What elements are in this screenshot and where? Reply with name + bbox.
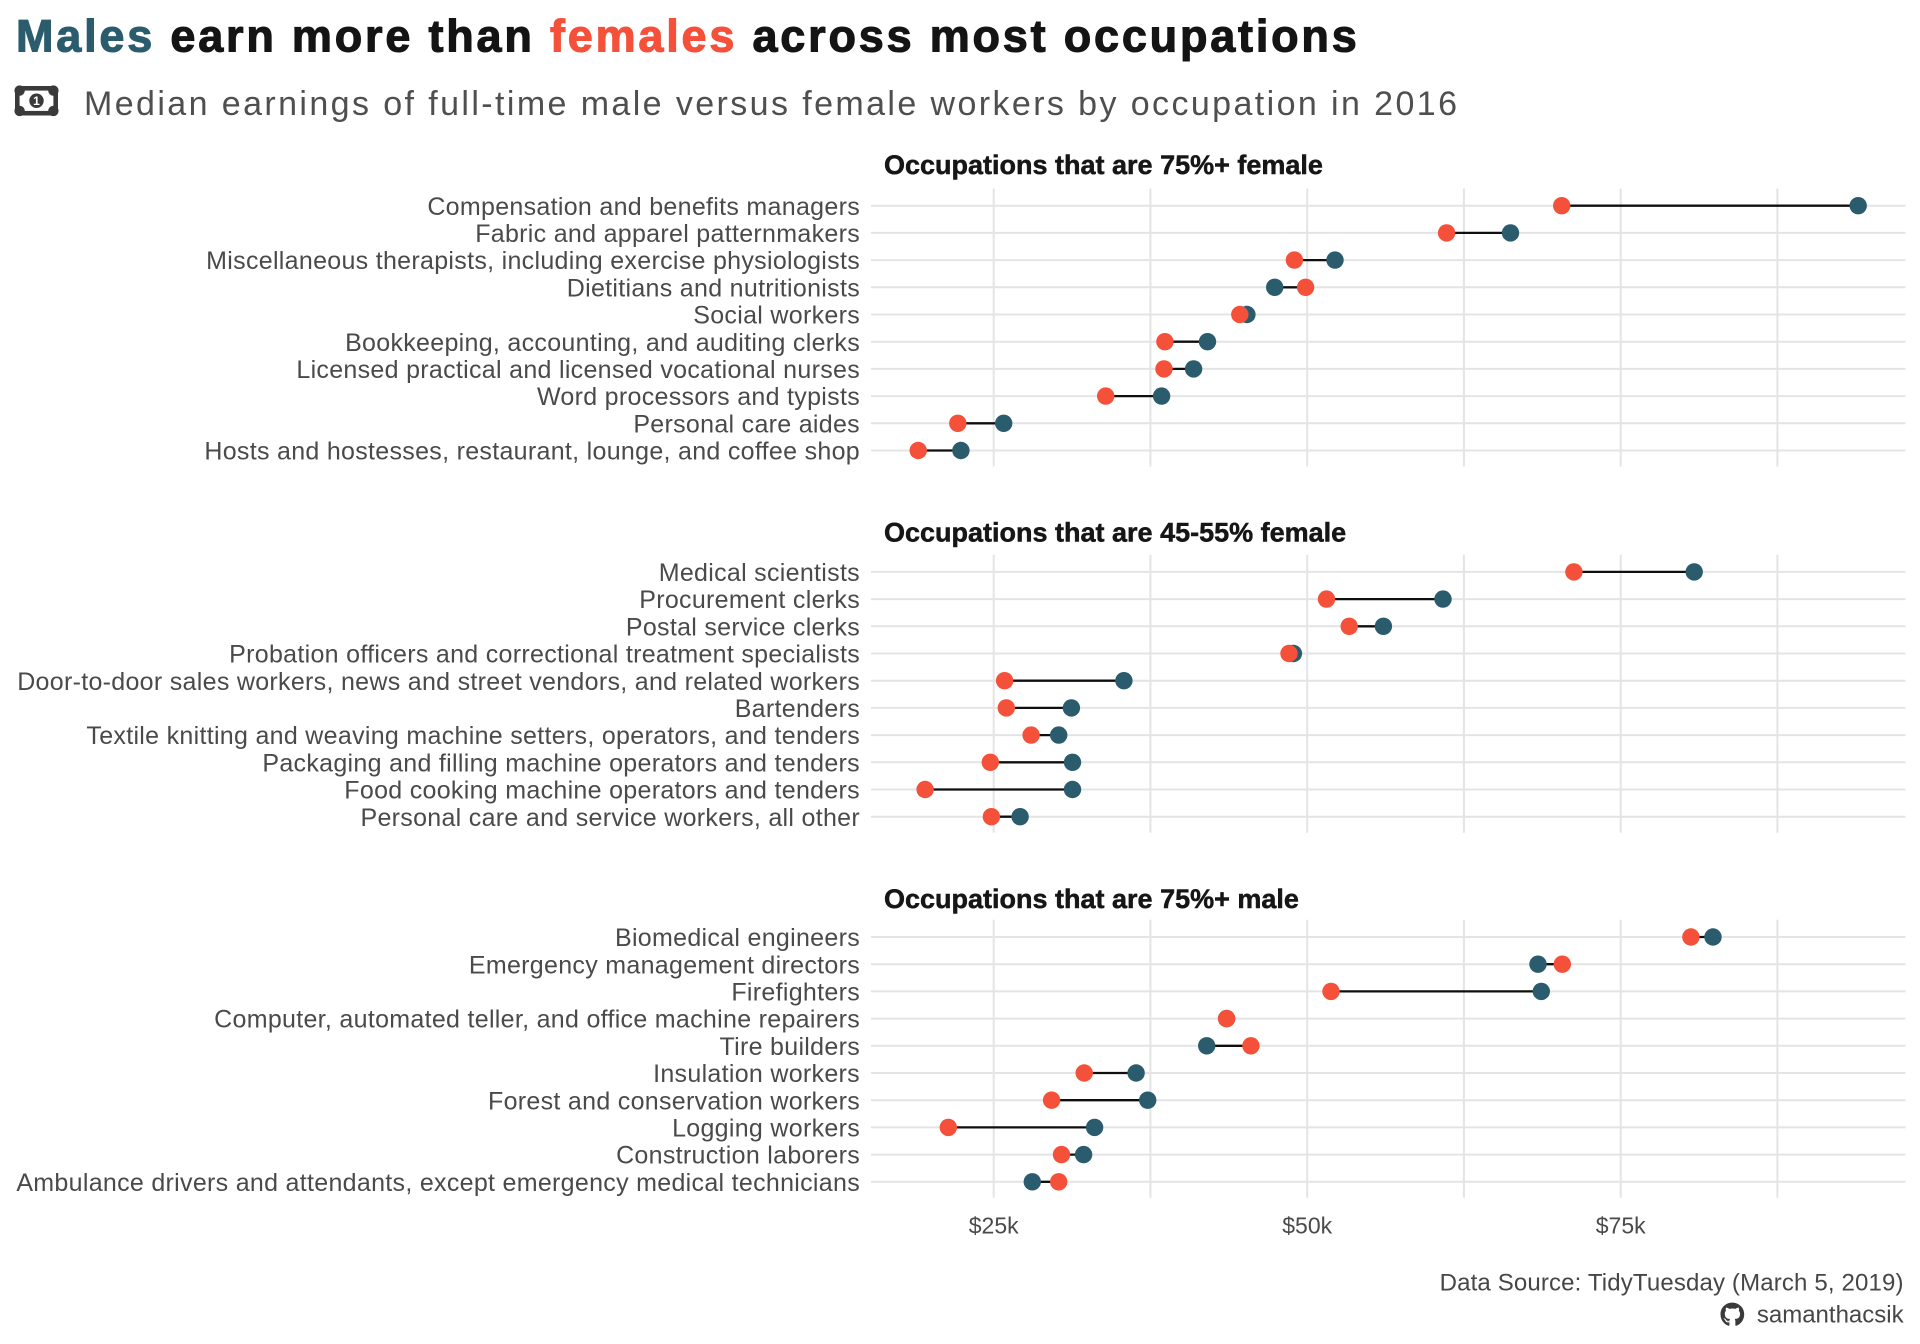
svg-text:Median earnings of full-time m: Median earnings of full-time male versus… bbox=[84, 85, 1459, 123]
svg-text:Social workers: Social workers bbox=[693, 302, 860, 330]
svg-text:$50k: $50k bbox=[1282, 1213, 1332, 1239]
svg-text:Postal service clerks: Postal service clerks bbox=[626, 613, 860, 641]
svg-text:Occupations that are 75%+ male: Occupations that are 75%+ male bbox=[884, 884, 1299, 914]
svg-text:Word processors and typists: Word processors and typists bbox=[537, 383, 860, 411]
svg-text:Personal care and service work: Personal care and service workers, all o… bbox=[360, 804, 860, 832]
svg-text:Bookkeeping, accounting, and a: Bookkeeping, accounting, and auditing cl… bbox=[345, 329, 860, 357]
svg-text:Dietitians and nutritionists: Dietitians and nutritionists bbox=[567, 274, 860, 302]
svg-text:Logging workers: Logging workers bbox=[672, 1115, 860, 1143]
svg-text:Emergency management directors: Emergency management directors bbox=[469, 951, 860, 979]
svg-text:Computer, automated teller, an: Computer, automated teller, and office m… bbox=[214, 1006, 860, 1034]
svg-text:Food cooking machine operators: Food cooking machine operators and tende… bbox=[344, 777, 860, 805]
svg-text:Males earn more than females a: Males earn more than females across most… bbox=[16, 11, 1360, 62]
svg-text:Bartenders: Bartenders bbox=[735, 695, 860, 723]
svg-text:samanthacsik: samanthacsik bbox=[1757, 1302, 1905, 1329]
svg-text:Tire builders: Tire builders bbox=[719, 1033, 860, 1061]
svg-text:Procurement clerks: Procurement clerks bbox=[639, 586, 860, 614]
svg-text:Insulation workers: Insulation workers bbox=[653, 1060, 860, 1088]
svg-text:1: 1 bbox=[33, 94, 40, 108]
svg-text:Occupations that are 45-55% fe: Occupations that are 45-55% female bbox=[884, 517, 1346, 547]
svg-text:Door-to-door sales workers, ne: Door-to-door sales workers, news and str… bbox=[17, 668, 860, 696]
svg-text:Textile knitting and weaving m: Textile knitting and weaving machine set… bbox=[86, 722, 860, 750]
svg-text:Probation officers and correct: Probation officers and correctional trea… bbox=[229, 641, 860, 669]
svg-text:$75k: $75k bbox=[1596, 1213, 1646, 1239]
svg-text:Hosts and hostesses, restauran: Hosts and hostesses, restaurant, lounge,… bbox=[204, 438, 860, 466]
svg-text:Biomedical engineers: Biomedical engineers bbox=[615, 924, 860, 952]
svg-text:Construction laborers: Construction laborers bbox=[616, 1142, 860, 1170]
svg-text:Personal care aides: Personal care aides bbox=[633, 410, 860, 438]
svg-text:Data Source: TidyTuesday (Marc: Data Source: TidyTuesday (March 5, 2019) bbox=[1440, 1270, 1904, 1297]
svg-text:$25k: $25k bbox=[969, 1213, 1019, 1239]
svg-text:Medical scientists: Medical scientists bbox=[659, 559, 860, 587]
svg-text:Packaging and filling machine: Packaging and filling machine operators … bbox=[262, 749, 860, 777]
svg-text:Licensed practical and license: Licensed practical and licensed vocation… bbox=[296, 356, 860, 384]
svg-text:Miscellaneous therapists, incl: Miscellaneous therapists, including exer… bbox=[206, 247, 860, 275]
svg-text:Forest and conservation worker: Forest and conservation workers bbox=[488, 1087, 860, 1115]
svg-text:Ambulance drivers and attendan: Ambulance drivers and attendants, except… bbox=[16, 1169, 860, 1197]
svg-text:Occupations that are 75%+ fema: Occupations that are 75%+ female bbox=[884, 150, 1323, 180]
svg-text:Fabric and apparel patternmake: Fabric and apparel patternmakers bbox=[475, 220, 860, 248]
svg-text:Firefighters: Firefighters bbox=[731, 979, 860, 1007]
svg-text:Compensation and benefits mana: Compensation and benefits managers bbox=[427, 193, 860, 221]
